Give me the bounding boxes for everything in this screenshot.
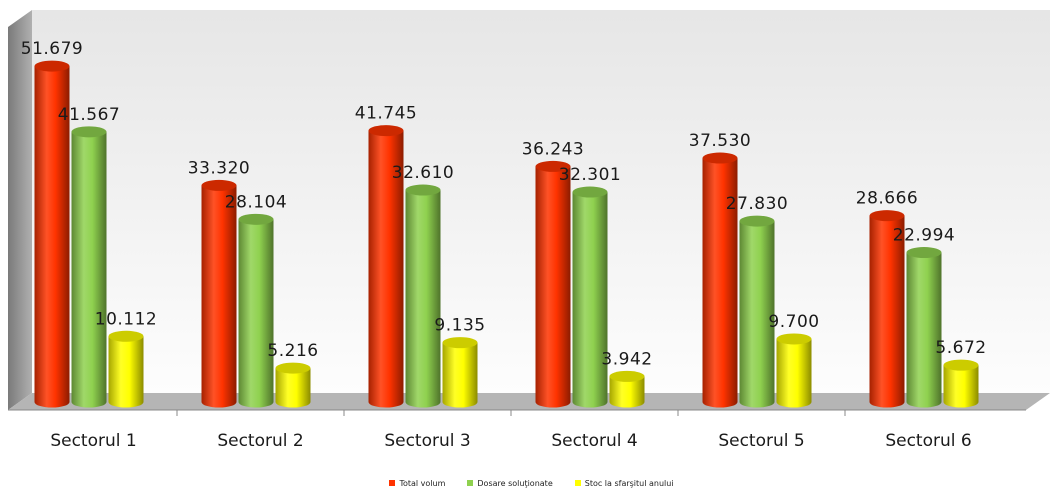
bar-0-3 <box>535 160 571 408</box>
bar-0-0 <box>34 60 70 408</box>
data-label: 51.679 <box>21 39 83 59</box>
x-tick-label: Sectorul 1 <box>50 431 136 451</box>
bar-1-0 <box>71 126 107 408</box>
data-label: 5.672 <box>935 338 986 358</box>
bar-0-4 <box>702 152 738 408</box>
x-tick-labels: Sectorul 1 Sectorul 2 Sectorul 3 Sectorul 4… <box>50 431 971 451</box>
bar-1-3 <box>572 186 608 408</box>
data-label: 33.320 <box>188 158 250 178</box>
bar-2-2 <box>442 337 478 408</box>
data-labels: 51.679 41.567 10.112 33.320 28.104 5.216 41.74… <box>21 39 986 369</box>
legend-item: Stoc la sfarşitul anului <box>574 478 674 488</box>
bar-2-0 <box>108 330 144 408</box>
data-label: 37.530 <box>689 131 751 151</box>
x-tick-label: Sectorul 6 <box>885 431 971 451</box>
data-label: 27.830 <box>726 194 788 214</box>
data-label: 22.994 <box>893 226 955 246</box>
data-label: 10.112 <box>95 309 157 329</box>
data-label: 36.243 <box>522 139 584 159</box>
data-label: 41.567 <box>58 105 120 125</box>
data-label: 5.216 <box>267 341 318 361</box>
bar-2-3 <box>609 370 645 408</box>
data-label: 3.942 <box>601 349 652 369</box>
bar-0-2 <box>368 125 404 408</box>
x-tick-label: Sectorul 3 <box>384 431 470 451</box>
legend-label: Stoc la sfarşitul anului <box>584 478 674 488</box>
bar-0-5 <box>869 210 905 408</box>
legend-swatch <box>574 480 581 486</box>
bar-1-4 <box>739 215 775 408</box>
x-tick-label: Sectorul 5 <box>718 431 804 451</box>
bar-2-5 <box>943 359 979 408</box>
bar-1-2 <box>405 184 441 408</box>
x-tick-label: Sectorul 2 <box>217 431 303 451</box>
data-label: 9.135 <box>434 316 485 336</box>
data-label: 9.700 <box>768 312 819 332</box>
data-label: 41.745 <box>355 104 417 124</box>
bar-2-1 <box>275 362 311 408</box>
legend-item: Total volum <box>389 479 445 488</box>
legend-swatch <box>467 480 474 486</box>
data-label: 28.104 <box>225 192 287 212</box>
legend-label: Total volum <box>399 478 446 488</box>
legend-item: Dosare soluţionate <box>467 478 553 488</box>
data-label: 32.610 <box>392 163 454 183</box>
legend: Total volum Dosare soluţionate Stoc la sfa… <box>0 477 1063 489</box>
legend-swatch <box>389 480 396 486</box>
bar-0-1 <box>201 179 237 408</box>
bar-1-1 <box>238 213 274 408</box>
legend-label: Dosare soluţionate <box>477 478 553 488</box>
data-label: 28.666 <box>856 189 918 209</box>
bar-1-5 <box>906 247 942 408</box>
data-label: 32.301 <box>559 165 621 185</box>
bars <box>34 60 979 408</box>
x-tick-label: Sectorul 4 <box>551 431 637 451</box>
plot-side-wall <box>8 10 32 410</box>
bar-2-4 <box>776 333 812 408</box>
